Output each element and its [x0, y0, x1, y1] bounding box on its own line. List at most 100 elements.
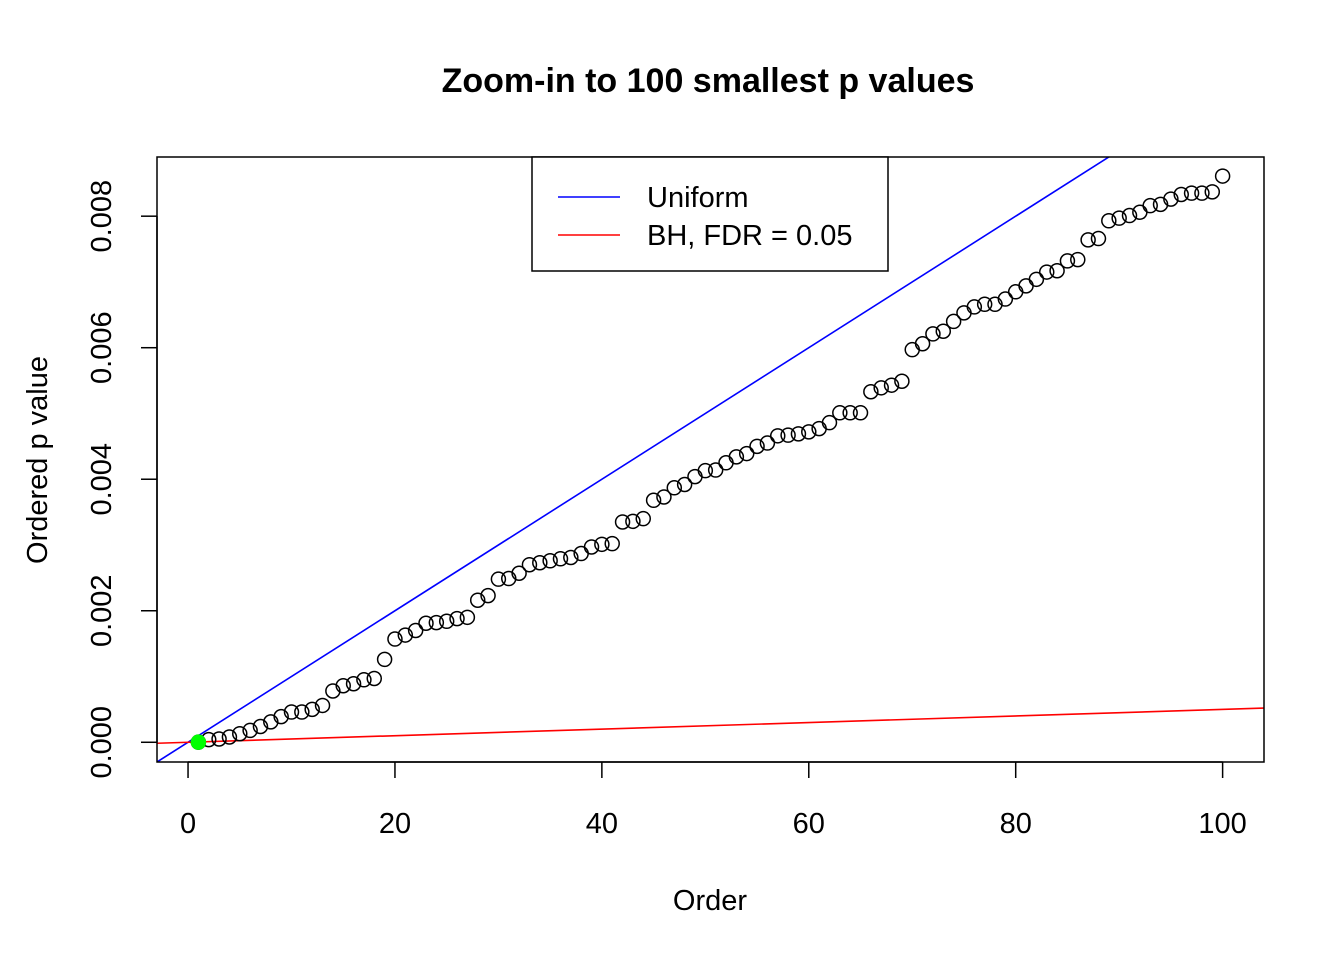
- data-point: [987, 296, 1003, 313]
- data-point: [397, 627, 414, 643]
- data-point: [956, 305, 972, 321]
- data-point: [1214, 168, 1231, 184]
- data-point: [635, 510, 652, 527]
- data-point: [387, 631, 403, 647]
- data-point: [314, 697, 331, 714]
- data-point: [666, 480, 683, 496]
- x-axis-label: Order: [673, 885, 747, 917]
- data-point: [1204, 184, 1221, 200]
- data-point: [645, 492, 662, 509]
- data-point: [552, 551, 569, 567]
- bh-line: [157, 707, 1264, 745]
- x-tick-label: 20: [379, 808, 411, 840]
- data-point: [759, 435, 776, 451]
- data-point: [459, 609, 476, 626]
- data-point: [707, 462, 724, 478]
- data-point: [563, 549, 579, 566]
- y-tick-label: 0.002: [86, 574, 118, 647]
- data-point: [583, 539, 600, 555]
- data-point: [604, 535, 620, 552]
- y-axis: 0.000 0.002 0.004 0.006 0.008: [86, 180, 158, 779]
- data-point: [914, 336, 931, 352]
- data-point: [480, 587, 496, 604]
- data-point: [749, 438, 765, 455]
- data-point: [625, 513, 641, 530]
- data-point: [873, 380, 889, 396]
- data-point: [263, 714, 279, 730]
- data-point: [966, 299, 983, 315]
- data-point: [1121, 207, 1138, 224]
- highlight-point: [190, 734, 207, 750]
- data-point: [1111, 210, 1127, 226]
- data-point: [935, 323, 952, 340]
- data-point: [594, 536, 610, 553]
- data-point: [1152, 196, 1169, 213]
- data-point: [232, 725, 248, 742]
- data-point: [521, 556, 538, 573]
- data-point: [490, 571, 507, 587]
- y-tick-label: 0.000: [86, 706, 118, 779]
- data-point: [976, 296, 993, 313]
- data-point: [718, 455, 734, 471]
- legend-label-uniform: Uniform: [647, 182, 749, 214]
- data-point: [1173, 186, 1189, 203]
- data-point: [407, 622, 424, 639]
- data-point: [221, 729, 238, 745]
- legend: Uniform BH, FDR = 0.05: [531, 156, 889, 272]
- y-axis-label: Ordered p value: [22, 356, 54, 564]
- x-tick-label: 60: [793, 808, 825, 840]
- data-point: [1028, 271, 1045, 288]
- x-tick-label: 40: [586, 808, 618, 840]
- legend-box: [531, 156, 889, 272]
- reference-lines: [157, 157, 1264, 762]
- data-point: [294, 704, 310, 720]
- data-point: [376, 651, 393, 668]
- data-point: [1080, 232, 1096, 248]
- y-tick-label: 0.006: [86, 311, 118, 384]
- data-point: [428, 614, 445, 631]
- data-point: [283, 704, 300, 720]
- data-point: [1049, 263, 1065, 279]
- data-point: [1183, 185, 1200, 201]
- data-point: [863, 384, 879, 400]
- data-point: [252, 718, 269, 735]
- data-point: [1038, 264, 1055, 280]
- data-points: [190, 168, 1231, 750]
- data-point: [304, 701, 320, 718]
- data-point: [852, 405, 869, 421]
- chart-title: Zoom-in to 100 smallest p values: [442, 62, 975, 100]
- x-tick-label: 0: [180, 808, 196, 840]
- data-point: [335, 677, 351, 694]
- data-point: [614, 514, 631, 530]
- data-point: [832, 405, 848, 421]
- y-tick-label: 0.004: [86, 443, 118, 516]
- data-point: [1194, 185, 1210, 201]
- data-point: [356, 672, 372, 688]
- data-point: [1101, 213, 1117, 229]
- data-point: [1007, 284, 1024, 300]
- uniform-line: [157, 157, 1111, 762]
- data-point: [904, 341, 920, 358]
- data-point: [769, 428, 786, 444]
- data-point: [438, 613, 455, 630]
- data-point: [469, 592, 486, 608]
- data-point: [1163, 191, 1179, 207]
- data-point: [687, 468, 703, 485]
- data-point: [656, 489, 672, 505]
- legend-label-bh: BH, FDR = 0.05: [647, 220, 853, 252]
- data-point: [366, 670, 383, 687]
- data-point: [211, 731, 227, 747]
- data-point: [883, 377, 900, 393]
- data-point: [894, 373, 910, 389]
- data-point: [997, 291, 1014, 307]
- highlight-layer: [190, 734, 207, 750]
- data-point: [542, 553, 558, 569]
- data-point: [738, 445, 755, 462]
- data-point: [1142, 197, 1158, 214]
- data-point: [925, 326, 941, 342]
- data-point: [676, 476, 693, 493]
- data-point: [697, 462, 714, 479]
- data-point: [532, 554, 548, 571]
- data-point: [511, 565, 527, 582]
